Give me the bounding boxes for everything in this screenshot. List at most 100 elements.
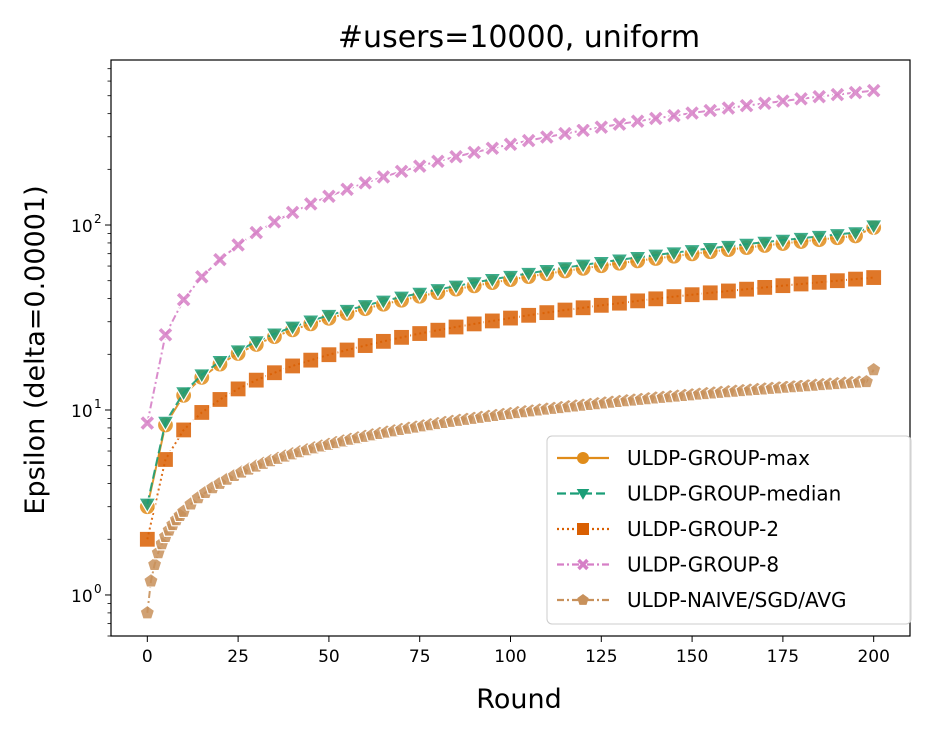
data-point <box>302 195 320 213</box>
legend-label: ULDP-GROUP-max <box>627 446 810 470</box>
data-point <box>157 326 174 344</box>
data-point <box>301 314 321 331</box>
data-point <box>573 258 593 275</box>
data-point <box>858 373 875 389</box>
data-point <box>192 368 212 385</box>
data-point <box>629 292 647 310</box>
y-tick-label: 10 <box>71 587 93 607</box>
data-point <box>146 556 163 572</box>
data-point <box>228 344 248 361</box>
data-point <box>193 403 211 422</box>
data-point <box>137 497 157 514</box>
plot-area <box>137 82 884 620</box>
data-point <box>138 530 156 548</box>
y-tick-exponent: 1 <box>94 397 102 411</box>
legend-entry: ULDP-GROUP-max <box>557 446 810 470</box>
data-point <box>610 253 629 270</box>
data-point <box>320 346 338 364</box>
legend-marker <box>577 594 589 605</box>
data-point <box>683 286 701 304</box>
legend-label: ULDP-GROUP-median <box>627 482 841 506</box>
data-point <box>175 291 193 309</box>
data-point <box>538 304 556 322</box>
legend-entry: ULDP-GROUP-median <box>557 482 841 506</box>
x-tick-label: 150 <box>676 647 708 667</box>
data-point <box>591 255 611 272</box>
data-point <box>211 390 229 409</box>
data-point <box>284 203 302 221</box>
x-axis-label: Round <box>476 684 561 715</box>
legend-marker <box>577 523 589 535</box>
data-point <box>446 279 466 296</box>
data-point <box>501 269 520 286</box>
data-point <box>719 99 737 117</box>
data-point <box>810 88 828 106</box>
data-point <box>647 290 665 308</box>
data-point <box>683 104 701 122</box>
data-point <box>792 90 810 108</box>
data-point <box>502 135 519 153</box>
data-point <box>464 276 484 293</box>
data-point <box>338 180 356 198</box>
data-point <box>737 237 757 254</box>
x-tick-label: 125 <box>585 647 617 667</box>
data-point <box>139 604 156 620</box>
data-point <box>792 275 810 293</box>
data-point <box>846 270 865 288</box>
data-point <box>392 290 411 307</box>
x-tick-label: 200 <box>857 647 889 667</box>
x-tick-label: 75 <box>409 647 431 667</box>
legend-entry: ULDP-GROUP-2 <box>557 517 779 541</box>
x-tick-label: 50 <box>318 647 340 667</box>
data-point <box>647 109 665 127</box>
data-point <box>156 415 175 432</box>
data-point <box>755 235 775 252</box>
data-point <box>865 361 882 377</box>
y-tick-exponent: 0 <box>94 582 102 596</box>
data-point <box>520 132 538 150</box>
legend-label: ULDP-NAIVE/SGD/AVG <box>627 588 847 612</box>
data-point <box>247 371 265 389</box>
data-point <box>700 241 720 258</box>
x-tick-label: 0 <box>142 647 153 667</box>
data-point <box>628 250 648 268</box>
data-point <box>447 148 465 166</box>
data-point <box>482 272 502 290</box>
y-axis-label: Epsilon (delta=0.00001) <box>20 185 51 514</box>
data-point <box>229 380 247 398</box>
data-point <box>646 248 666 265</box>
data-point <box>592 296 610 314</box>
legend-marker <box>577 452 589 464</box>
legend: ULDP-GROUP-max ULDP-GROUP-median ULDP-GROU… <box>546 435 912 625</box>
y-tick-label: 10 <box>71 402 93 422</box>
data-point <box>846 225 865 243</box>
data-point <box>864 219 884 236</box>
data-point <box>773 233 793 250</box>
data-point <box>174 386 194 403</box>
data-point <box>774 277 792 295</box>
data-point <box>410 286 430 303</box>
data-point <box>665 288 683 306</box>
series-2 <box>138 268 883 548</box>
data-point <box>447 318 465 336</box>
data-point <box>865 82 883 100</box>
legend-marker <box>577 558 589 571</box>
data-point <box>211 251 229 269</box>
data-point <box>428 282 448 300</box>
data-point <box>265 213 283 231</box>
data-point <box>756 278 774 296</box>
data-point <box>501 309 520 327</box>
series-1 <box>137 219 884 514</box>
data-point <box>429 152 447 170</box>
data-point <box>355 298 375 316</box>
data-point <box>809 229 829 246</box>
legend-label: ULDP-GROUP-8 <box>627 553 779 577</box>
data-point <box>264 327 284 344</box>
data-point <box>847 84 864 102</box>
data-point <box>520 306 538 324</box>
data-point <box>519 266 539 283</box>
data-point <box>828 86 846 104</box>
data-point <box>828 272 846 290</box>
data-point <box>392 328 411 346</box>
